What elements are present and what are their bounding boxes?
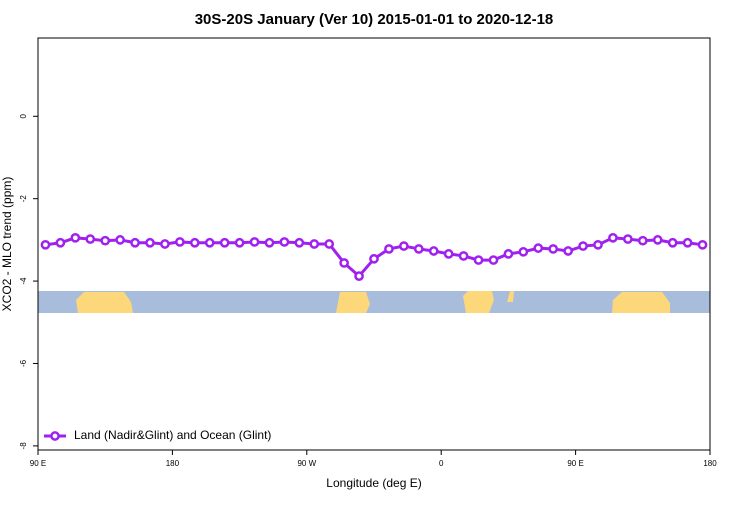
data-point xyxy=(219,237,230,248)
x-tick-label: 90 E xyxy=(567,459,583,468)
data-point xyxy=(488,255,499,265)
x-tick-label: 180 xyxy=(166,459,180,468)
y-tick-label: -8 xyxy=(19,442,28,450)
land xyxy=(76,292,133,313)
data-point xyxy=(324,239,335,249)
data-point xyxy=(518,246,529,257)
y-tick-label: -6 xyxy=(19,359,28,367)
x-tick-label: 90 E xyxy=(30,459,46,468)
x-tick-label: 90 W xyxy=(297,459,316,468)
data-point xyxy=(354,271,364,281)
data-point xyxy=(115,235,125,245)
data-point xyxy=(652,235,663,245)
data-point xyxy=(234,237,245,248)
land-map-strip xyxy=(38,291,710,313)
x-tick-label: 0 xyxy=(439,459,444,468)
x-axis-label: Longitude (deg E) xyxy=(326,476,421,490)
land xyxy=(507,291,514,302)
data-point xyxy=(189,237,200,248)
data-point xyxy=(563,246,573,256)
legend-label: Land (Nadir&Glint) and Ocean (Glint) xyxy=(74,428,271,442)
data-point xyxy=(100,235,111,246)
data-point xyxy=(593,239,603,250)
ocean xyxy=(38,291,710,313)
data-point xyxy=(682,237,693,248)
data-point xyxy=(339,258,349,268)
plot-frame xyxy=(37,37,711,451)
x-tick-label: 180 xyxy=(703,459,717,468)
data-point xyxy=(369,253,379,264)
data-point xyxy=(548,244,559,254)
data-point xyxy=(264,237,275,248)
y-axis-label: XCO2 - MLO trend (ppm) xyxy=(0,177,14,312)
data-point xyxy=(697,239,708,250)
y-tick-label: -2 xyxy=(19,195,28,203)
data-point xyxy=(473,255,484,265)
data-point xyxy=(175,237,185,247)
y-tick-label: -4 xyxy=(19,277,28,285)
data-point xyxy=(249,237,260,247)
land xyxy=(463,291,494,313)
land xyxy=(336,292,370,313)
data-point xyxy=(667,237,678,248)
data-point xyxy=(160,239,170,249)
legend-marker xyxy=(50,431,60,441)
data-point xyxy=(145,237,155,248)
data-point xyxy=(85,234,96,244)
data-point xyxy=(458,251,469,261)
data-point xyxy=(384,244,394,254)
data-point xyxy=(40,239,51,250)
y-tick-label: 0 xyxy=(19,114,28,119)
data-point xyxy=(294,237,305,248)
data-point xyxy=(533,243,544,253)
data-point xyxy=(608,232,618,243)
chart-title: 30S-20S January (Ver 10) 2015-01-01 to 2… xyxy=(195,11,554,28)
data-point xyxy=(55,237,66,248)
data-point xyxy=(279,237,290,247)
data-point xyxy=(399,241,409,251)
data-point xyxy=(204,237,215,248)
data-point xyxy=(443,249,454,259)
data-point xyxy=(70,232,81,243)
data-point xyxy=(637,235,648,246)
data-point xyxy=(130,237,140,248)
data-point xyxy=(503,249,514,259)
data-point xyxy=(428,246,439,256)
data-point xyxy=(623,234,633,244)
data-point xyxy=(578,241,588,251)
data-point xyxy=(413,244,424,254)
land xyxy=(612,292,670,313)
data-point xyxy=(309,239,320,249)
